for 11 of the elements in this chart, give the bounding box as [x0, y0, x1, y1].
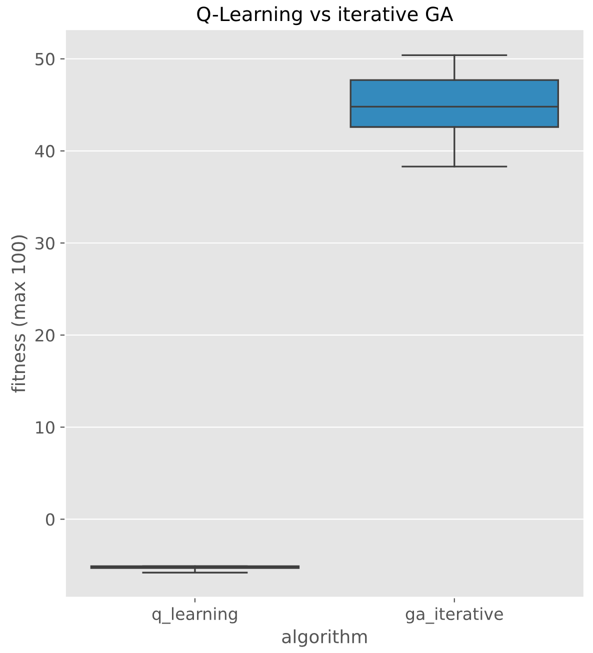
y-tick-label: 10 — [36, 421, 54, 434]
x-tick-label: q_learning — [152, 607, 237, 624]
x-axis-title: algorithm — [282, 629, 367, 647]
y-tick-label: 30 — [36, 236, 54, 250]
y-tick-label: 20 — [36, 329, 54, 342]
y-tick-label: 0 — [46, 513, 54, 526]
x-tick-label: ga_iterative — [406, 607, 503, 624]
y-tick-label: 40 — [35, 144, 54, 158]
y-tick-label: 50 — [36, 52, 54, 66]
chart-title: Q-Learning vs iterative GA — [197, 6, 454, 26]
y-axis-title: fitness (max 100) — [11, 235, 28, 393]
